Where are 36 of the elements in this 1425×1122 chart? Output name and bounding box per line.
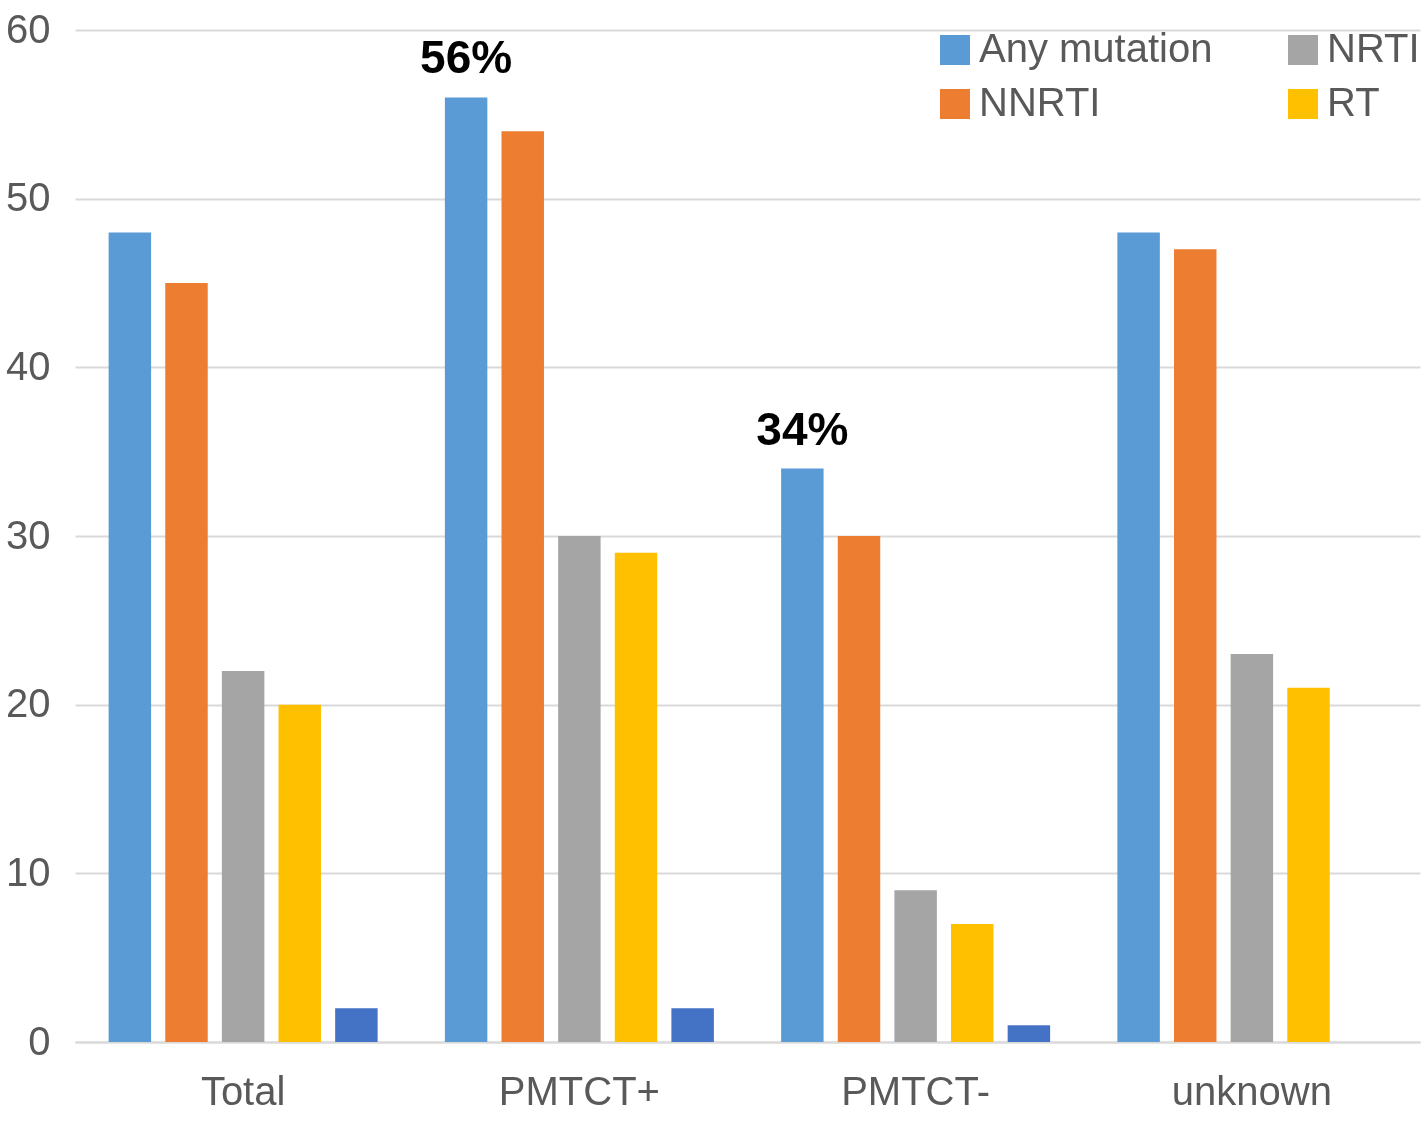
x-tick-label: Total <box>200 1068 286 1113</box>
x-tick-label: PMTCT- <box>841 1068 991 1113</box>
bar <box>1174 249 1217 1042</box>
y-tick-label: 20 <box>6 681 51 726</box>
bar <box>781 468 824 1042</box>
legend-label: NRTI <box>1327 26 1420 70</box>
y-tick-label: 60 <box>6 6 51 51</box>
y-tick-label: 10 <box>6 849 51 894</box>
y-tick-label: 50 <box>6 175 51 220</box>
data-label: 56% <box>420 31 513 84</box>
data-label: 34% <box>756 402 849 455</box>
bar <box>335 1008 378 1042</box>
y-tick-label: 40 <box>6 343 51 388</box>
bar <box>501 131 544 1042</box>
y-tick-label: 30 <box>6 512 51 557</box>
bar <box>671 1008 714 1042</box>
bar <box>278 704 321 1042</box>
bar <box>837 536 881 1042</box>
bar <box>1230 654 1274 1042</box>
bar <box>894 890 937 1042</box>
legend-label: NNRTI <box>979 80 1101 124</box>
bar <box>951 923 994 1042</box>
bar <box>444 97 488 1042</box>
bar <box>221 670 265 1042</box>
x-tick-label: PMTCT+ <box>498 1068 660 1113</box>
bar <box>1287 687 1330 1042</box>
bar <box>558 536 601 1042</box>
bar <box>614 552 658 1042</box>
bar <box>1007 1025 1051 1042</box>
y-tick-label: 0 <box>28 1018 51 1063</box>
legend-label: Any mutation <box>979 26 1213 70</box>
bar <box>1117 232 1160 1042</box>
bar <box>165 283 208 1042</box>
bar <box>108 232 152 1042</box>
x-tick-label: unknown <box>1171 1068 1332 1113</box>
legend-label: RT <box>1327 80 1380 124</box>
